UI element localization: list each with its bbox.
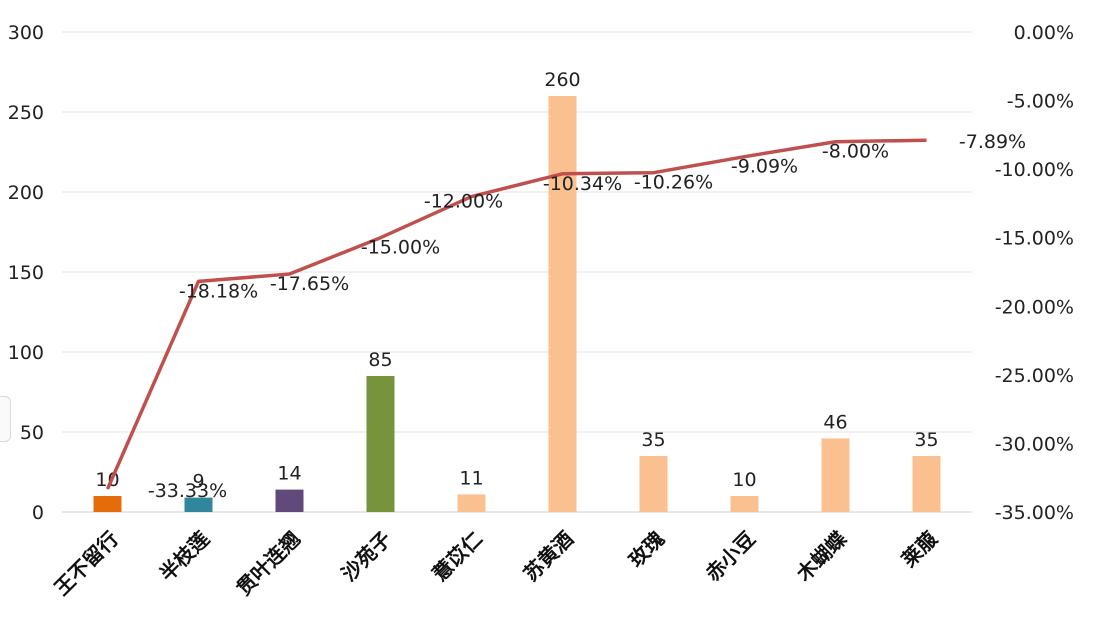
right-tick-label: 0.00% <box>1014 22 1074 44</box>
bar <box>93 496 122 512</box>
category-label: 玫瑰 <box>624 527 669 572</box>
category-label: 贯叶连翘 <box>231 527 305 601</box>
line-value-label: -33.33% <box>148 480 227 502</box>
bar <box>730 496 759 512</box>
category-label: 赤小豆 <box>701 527 760 586</box>
line-value-label: -17.65% <box>270 273 349 295</box>
bar-value-label: 9 <box>192 471 204 493</box>
bar-value-label: 35 <box>914 429 938 451</box>
left-tick-label: 50 <box>20 422 44 444</box>
bar <box>639 456 668 512</box>
right-axis: -35.00% -30.00% -25.00% -20.00% -15.00% -10.0… <box>995 22 1074 524</box>
left-tick-label: 200 <box>8 182 44 204</box>
category-label: 苏黄酒 <box>519 527 578 586</box>
right-tick-label: -20.00% <box>995 296 1074 318</box>
right-tick-label: -30.00% <box>995 433 1074 455</box>
bar <box>457 494 486 512</box>
bar-value-label: 14 <box>277 463 301 485</box>
right-tick-label: -35.00% <box>995 502 1074 524</box>
line-value-label: -15.00% <box>361 237 440 259</box>
bar-value-label: 10 <box>732 469 756 491</box>
grid-lines <box>62 31 972 513</box>
bar-value-label: 85 <box>368 349 392 371</box>
line-value-label: -12.00% <box>424 191 503 213</box>
line-value-label: -8.00% <box>822 141 889 163</box>
bar <box>548 96 577 512</box>
category-label: 木蝴蝶 <box>791 526 852 587</box>
left-tick-label: 250 <box>8 102 44 124</box>
category-label: 薏苡仁 <box>428 527 487 586</box>
line-value-label: -10.26% <box>634 172 713 194</box>
right-tick-label: -10.00% <box>995 159 1074 181</box>
line-series <box>105 138 927 490</box>
bar-value-label: 260 <box>544 69 580 91</box>
bar <box>184 497 213 512</box>
left-tick-label: 100 <box>8 342 44 364</box>
right-tick-label: -15.00% <box>995 228 1074 250</box>
left-tick-label: 150 <box>8 262 44 284</box>
bar-value-label: 11 <box>459 467 483 489</box>
left-tick-label: 300 <box>8 22 44 44</box>
category-label: 半枝莲 <box>155 527 214 586</box>
bar-series <box>93 96 941 512</box>
category-label: 莱菔 <box>897 526 943 572</box>
bar <box>912 456 941 512</box>
line-value-label: -7.89% <box>959 131 1026 153</box>
bar-value-label: 35 <box>641 429 665 451</box>
category-axis: 王不留行 半枝莲 贯叶连翘 沙苑子 薏苡仁 苏黄酒 玫瑰 赤小豆 木蝴蝶 莱菔 <box>49 526 942 600</box>
right-tick-label: -25.00% <box>995 365 1074 387</box>
line-value-label: -10.34% <box>543 173 622 195</box>
line-value-label: -9.09% <box>731 156 798 178</box>
right-tick-label: -5.00% <box>1007 91 1074 113</box>
left-axis: 0 50 100 150 200 250 300 <box>8 22 44 524</box>
bar <box>821 438 850 512</box>
line-value-label: -18.18% <box>179 280 258 302</box>
bar <box>366 376 395 512</box>
line-path <box>105 138 927 490</box>
bar <box>275 489 304 512</box>
line-data-labels: -33.33% -18.18% -17.65% -15.00% -12.00% -10.3… <box>148 131 1026 502</box>
side-panel-tab[interactable] <box>0 396 11 442</box>
bar-value-label: 46 <box>823 411 847 433</box>
category-label: 沙苑子 <box>337 527 396 586</box>
category-label: 王不留行 <box>49 527 123 601</box>
left-tick-label: 0 <box>32 502 44 524</box>
